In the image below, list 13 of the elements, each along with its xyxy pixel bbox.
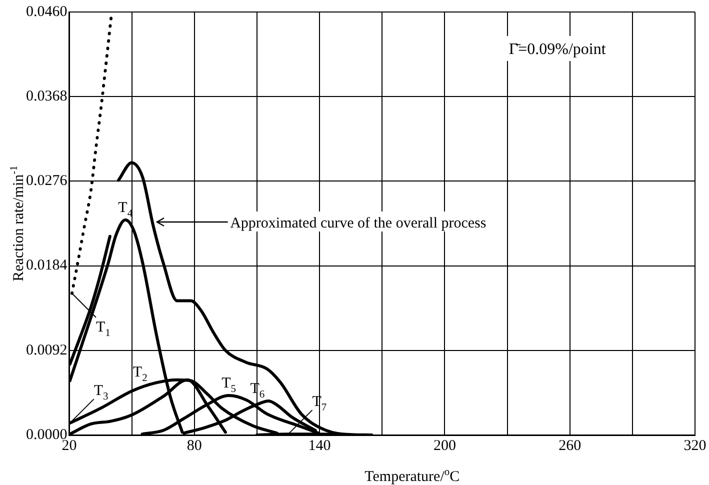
y-tick-label: 0.0368 [26, 88, 68, 105]
x-tick-label: 260 [558, 438, 582, 454]
x-tick-label: 140 [308, 438, 331, 454]
x-tick-label: 80 [186, 438, 202, 454]
y-tick-label: 0.0276 [26, 173, 68, 190]
annotation: Γ̄=0.09%/point [508, 41, 606, 58]
y-axis-title: Reaction rate/min-1 [9, 166, 27, 282]
x-tick-label: 200 [433, 438, 456, 454]
annotation: Approximated curve of the overall process [230, 215, 486, 232]
x-tick-label: 320 [684, 438, 706, 454]
y-tick-label: 0.0184 [26, 258, 68, 274]
y-tick-label: 0.0460 [26, 4, 68, 20]
y-tick-label: 0.0092 [26, 342, 68, 358]
